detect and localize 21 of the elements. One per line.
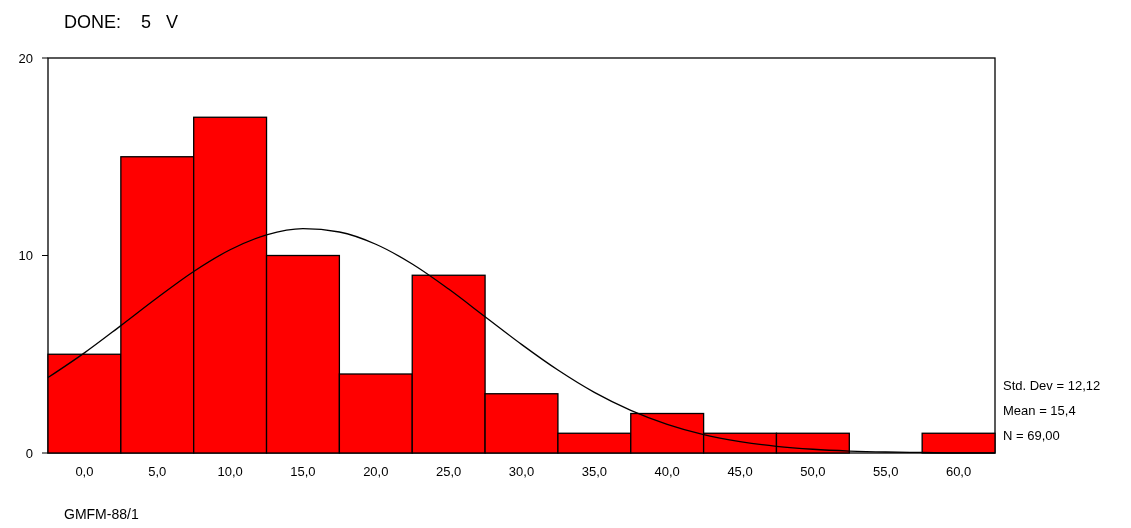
chart-title: DONE: 5 V bbox=[64, 12, 179, 32]
x-axis-title: GMFM-88/1 bbox=[64, 506, 139, 522]
x-tick-label: 0,0 bbox=[75, 463, 94, 479]
x-tick-label: 55,0 bbox=[873, 463, 899, 479]
x-tick-label: 30,0 bbox=[508, 463, 535, 479]
x-tick-label: 40,0 bbox=[654, 463, 680, 479]
x-tick-label: 25,0 bbox=[436, 463, 462, 479]
x-tick-label: 45,0 bbox=[727, 463, 753, 479]
x-tick-label: 60,0 bbox=[945, 463, 972, 479]
x-tick-label: 15,0 bbox=[290, 463, 316, 479]
y-tick-label: 10 bbox=[18, 248, 33, 264]
text: Std. Dev = 12,12 bbox=[1003, 378, 1101, 393]
x-tick-label: 10,0 bbox=[217, 463, 243, 479]
text: N = 69,00 bbox=[1003, 428, 1060, 443]
x-tick-label: 20,0 bbox=[363, 463, 389, 479]
y-tick-label: 0 bbox=[25, 445, 33, 461]
x-tick-label: 35,0 bbox=[581, 463, 607, 479]
x-tick-label: 5,0 bbox=[148, 463, 167, 479]
y-tick-label: 20 bbox=[18, 50, 33, 66]
text: Mean = 15,4 bbox=[1003, 403, 1076, 418]
x-tick-label: 50,0 bbox=[800, 463, 826, 479]
